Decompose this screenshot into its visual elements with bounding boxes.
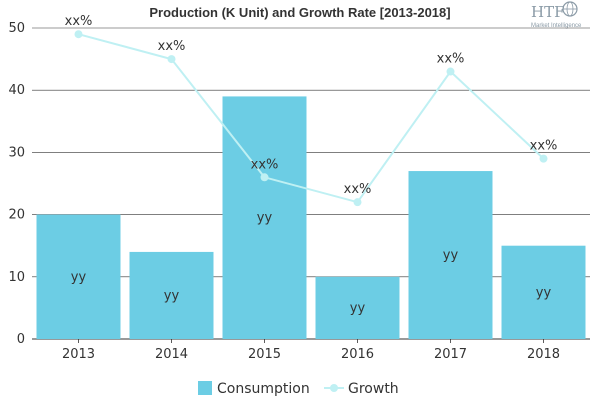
growth-point-2018[interactable] bbox=[539, 154, 548, 163]
line-data-labels: xx% xx% xx% xx% xx% xx% bbox=[65, 14, 558, 197]
y-tick-label: 20 bbox=[8, 208, 25, 223]
y-tick-label: 30 bbox=[8, 145, 25, 160]
legend-label-growth: Growth bbox=[348, 381, 399, 397]
x-tick-label: 2017 bbox=[434, 347, 467, 362]
bar-2018[interactable] bbox=[501, 245, 586, 339]
bar-label: yy bbox=[164, 288, 180, 303]
growth-label: xx% bbox=[65, 14, 93, 29]
y-tick-label: 0 bbox=[17, 332, 25, 347]
growth-line bbox=[78, 33, 545, 204]
logo-mark: HTF bbox=[531, 3, 565, 21]
growth-label: xx% bbox=[158, 39, 186, 54]
legend-swatch-growth-dot bbox=[330, 384, 338, 392]
growth-point-2015[interactable] bbox=[260, 173, 269, 182]
y-axis: 0 10 20 30 40 50 bbox=[8, 21, 25, 347]
bar-data-labels: yy yy yy yy yy yy bbox=[71, 211, 552, 316]
growth-point-2016[interactable] bbox=[353, 198, 362, 207]
legend-item-consumption[interactable]: Consumption bbox=[198, 381, 310, 397]
legend-label-consumption: Consumption bbox=[217, 381, 310, 397]
globe-icon bbox=[562, 1, 578, 17]
x-tick-label: 2014 bbox=[155, 347, 188, 362]
growth-label: xx% bbox=[530, 139, 558, 154]
x-tick-label: 2016 bbox=[341, 347, 374, 362]
growth-label: xx% bbox=[251, 157, 279, 172]
bar-label: yy bbox=[350, 301, 366, 316]
legend-swatch-consumption bbox=[198, 381, 212, 395]
growth-point-2017[interactable] bbox=[446, 67, 455, 76]
growth-point-2014[interactable] bbox=[167, 55, 176, 64]
bar-2013[interactable] bbox=[36, 214, 121, 339]
bar-label: yy bbox=[71, 270, 87, 285]
growth-point-2013[interactable] bbox=[74, 30, 83, 39]
legend: Consumption Growth bbox=[198, 381, 399, 397]
bar-series bbox=[36, 96, 586, 339]
y-tick-label: 50 bbox=[8, 21, 25, 36]
bar-label: yy bbox=[257, 211, 273, 226]
watermark-logo: HTF Market Intelligence bbox=[531, 1, 582, 29]
chart-title: Production (K Unit) and Growth Rate [201… bbox=[149, 5, 450, 20]
bar-2014[interactable] bbox=[129, 251, 214, 339]
growth-label: xx% bbox=[437, 52, 465, 67]
bar-2016[interactable] bbox=[315, 276, 400, 339]
line-series bbox=[74, 30, 548, 207]
bar-label: yy bbox=[443, 248, 459, 263]
x-tick-label: 2018 bbox=[527, 347, 560, 362]
bar-2015[interactable] bbox=[222, 96, 307, 339]
legend-item-growth[interactable]: Growth bbox=[324, 381, 399, 397]
y-tick-label: 40 bbox=[8, 83, 25, 98]
bar-2017[interactable] bbox=[408, 171, 493, 339]
y-tick-label: 10 bbox=[8, 270, 25, 285]
growth-label: xx% bbox=[344, 182, 372, 197]
x-tick-label: 2015 bbox=[248, 347, 281, 362]
bar-label: yy bbox=[536, 285, 552, 300]
x-tick-label: 2013 bbox=[62, 347, 95, 362]
logo-subtitle: Market Intelligence bbox=[531, 23, 582, 29]
x-axis: 2013 2014 2015 2016 2017 2018 bbox=[62, 339, 560, 362]
gridlines bbox=[32, 27, 590, 340]
